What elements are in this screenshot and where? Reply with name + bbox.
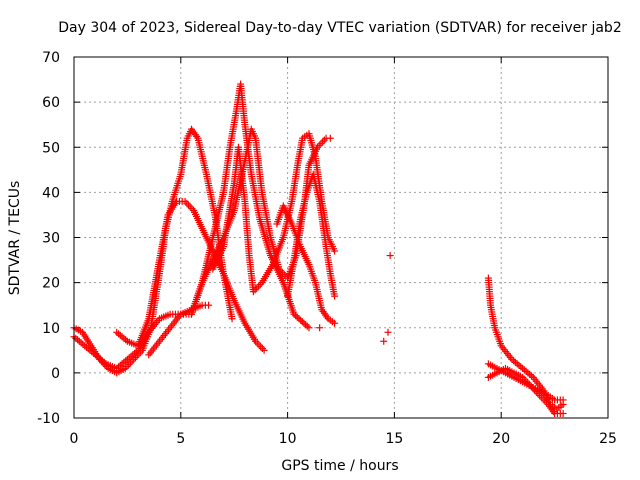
- x-tick-label: 15: [385, 431, 403, 447]
- series-arc-2: [70, 301, 213, 372]
- trail-marker: [320, 136, 328, 144]
- series-arc-6: [209, 130, 339, 296]
- trail-marker: [184, 201, 192, 209]
- trail-marker: [295, 315, 303, 323]
- y-tick-label: 50: [42, 140, 60, 156]
- data-point: [260, 346, 268, 354]
- y-tick-label: 30: [42, 231, 60, 247]
- y-tick-label: -10: [37, 411, 60, 427]
- series-arc-7: [273, 202, 339, 327]
- data-point: [331, 319, 339, 327]
- series-arc-3: [113, 197, 268, 354]
- y-axis-label: SDTVAR / TECUs: [7, 181, 23, 296]
- data-point: [331, 292, 339, 300]
- trail-marker: [292, 312, 300, 320]
- data-point: [316, 324, 324, 332]
- series-arc-9: [484, 274, 567, 413]
- trail-marker: [319, 138, 327, 146]
- series-arc-4: [145, 80, 313, 359]
- y-tick-label: 40: [42, 185, 60, 201]
- y-tick-label: 60: [42, 95, 60, 111]
- trail-marker: [298, 318, 306, 326]
- trail-marker: [186, 203, 194, 211]
- x-tick-label: 25: [599, 431, 617, 447]
- trail-marker: [297, 316, 305, 324]
- series-arc-8: [284, 170, 339, 300]
- x-tick-label: 10: [279, 431, 297, 447]
- y-tick-label: 0: [51, 366, 60, 382]
- data-points: [70, 80, 567, 417]
- data-point: [559, 409, 567, 417]
- data-point: [380, 337, 388, 345]
- trail-marker: [300, 319, 308, 327]
- trail-marker: [255, 341, 263, 349]
- data-point: [228, 315, 236, 323]
- plot-frame: [73, 56, 609, 419]
- x-tick-label: 20: [492, 431, 510, 447]
- x-tick-label: 0: [70, 431, 79, 447]
- data-point: [205, 301, 213, 309]
- y-tick-label: 10: [42, 321, 60, 337]
- data-point: [326, 134, 334, 142]
- series-arc-11: [484, 364, 567, 417]
- axis-ticks: 0 5 10 15 20 25 -10 0 10 20 30 40 50 60 70: [37, 50, 617, 447]
- data-point: [386, 252, 394, 260]
- chart-title: Day 304 of 2023, Sidereal Day-to-day VTE…: [58, 20, 621, 36]
- trail-marker: [303, 322, 311, 330]
- y-tick-label: 70: [42, 50, 60, 66]
- x-axis-label: GPS time / hours: [281, 458, 398, 474]
- trail-marker: [183, 199, 191, 207]
- trail-marker: [302, 321, 310, 329]
- trail-marker: [253, 284, 261, 292]
- series-isolated: [316, 252, 394, 345]
- grid-lines: [74, 57, 608, 418]
- data-point: [331, 247, 339, 255]
- trail-marker: [257, 343, 265, 351]
- x-tick-label: 5: [176, 431, 185, 447]
- y-tick-label: 20: [42, 276, 60, 292]
- trail-marker: [258, 345, 266, 353]
- data-point: [384, 328, 392, 336]
- trail-marker: [293, 313, 301, 321]
- data-point: [559, 396, 567, 404]
- trail-marker: [255, 282, 263, 290]
- data-point: [305, 324, 313, 332]
- data-point: [290, 310, 298, 318]
- trail-marker: [317, 140, 325, 148]
